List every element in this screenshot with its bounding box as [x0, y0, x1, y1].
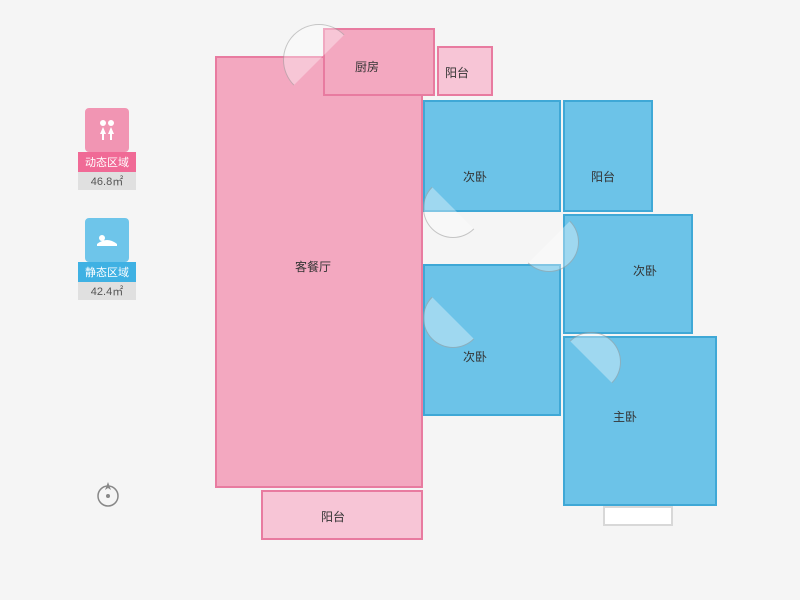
door-arc-2	[519, 212, 579, 272]
legend-dynamic-label: 动态区域	[78, 152, 136, 172]
room-label-balcony3: 阳台	[321, 508, 345, 525]
legend-panel: 动态区域 46.8㎡ 静态区域 42.4㎡	[78, 108, 136, 328]
legend-static-value: 42.4㎡	[78, 282, 136, 300]
room-balcony2	[563, 100, 653, 212]
room-label-bed2b: 次卧	[633, 262, 657, 279]
room-label-balcony2: 阳台	[591, 168, 615, 185]
room-label-living: 客餐厅	[295, 258, 331, 275]
legend-static-label: 静态区域	[78, 262, 136, 282]
room-label-kitchen: 厨房	[355, 58, 379, 75]
sleep-icon	[85, 218, 129, 262]
floorplan: 客餐厅厨房阳台次卧阳台次卧次卧主卧阳台	[205, 28, 705, 568]
room-master	[563, 336, 717, 506]
room-label-master: 主卧	[613, 408, 637, 425]
legend-dynamic-value: 46.8㎡	[78, 172, 136, 190]
compass-icon	[92, 478, 124, 510]
legend-static: 静态区域 42.4㎡	[78, 218, 136, 300]
room-label-bed2a: 次卧	[463, 168, 487, 185]
room-label-balcony1: 阳台	[445, 64, 469, 81]
people-icon	[85, 108, 129, 152]
room-label-bed2c: 次卧	[463, 348, 487, 365]
master-balcony-shelf	[603, 506, 673, 526]
legend-dynamic: 动态区域 46.8㎡	[78, 108, 136, 190]
room-bed2a	[423, 100, 561, 212]
room-bed2b	[563, 214, 693, 334]
